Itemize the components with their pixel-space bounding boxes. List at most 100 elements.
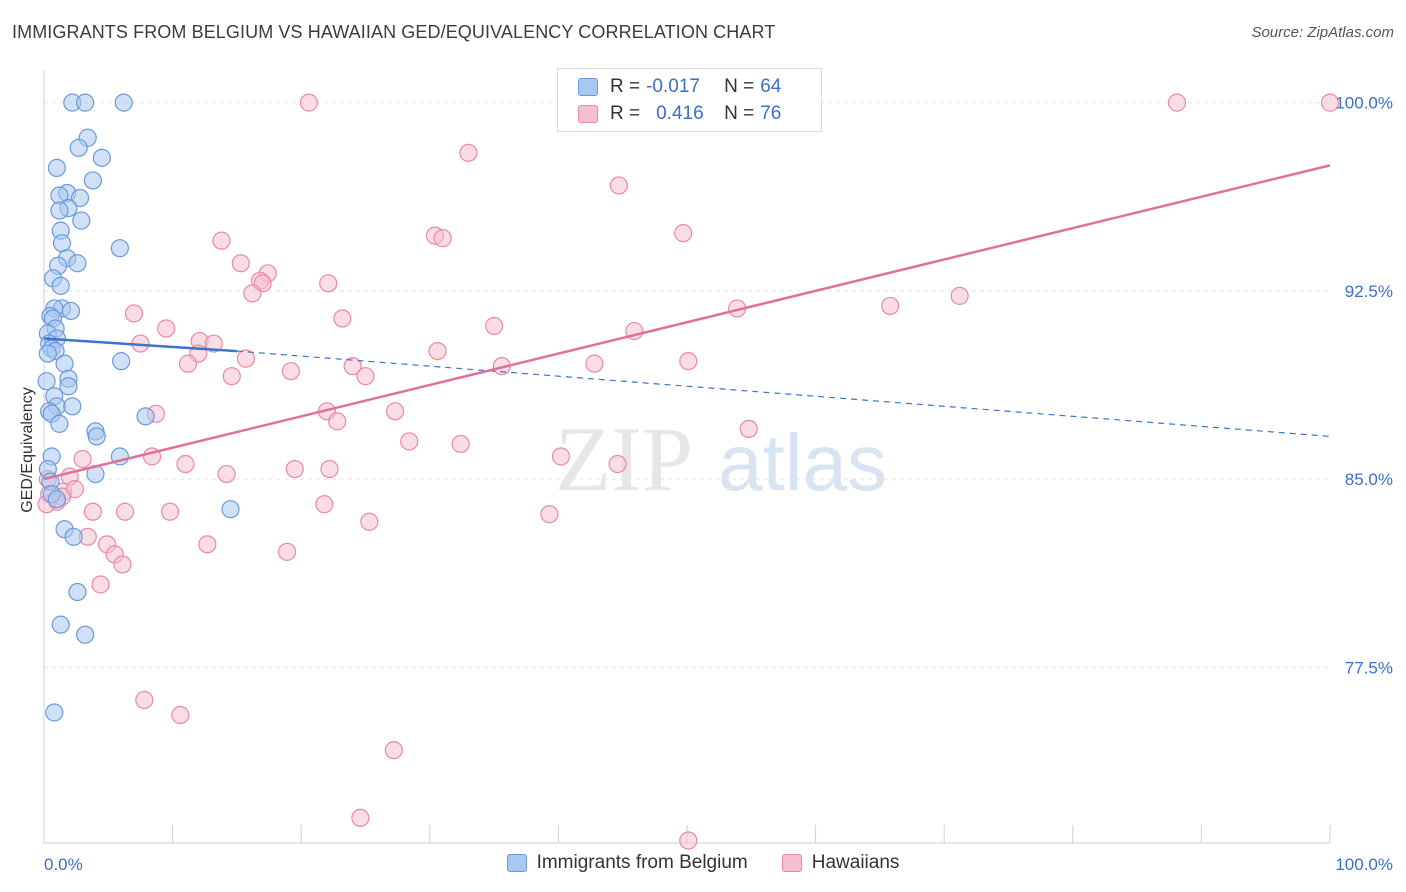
hawaiians-point [356,367,375,386]
legend-n-label: N = [724,76,755,97]
belgium-point [50,414,69,433]
belgium-point [38,344,57,363]
hawaiians-point [171,705,190,725]
hawaiians-point [351,808,370,828]
belgium-point [47,158,66,177]
tick-labels: 77.5% 85.0% 92.5% 100.0% 0.0% 100.0% [44,94,1393,874]
hawaiians-point [299,93,319,112]
hawaiians-point [217,464,236,484]
hawaiians-point [212,231,231,250]
legend-swatch-pink [781,854,802,872]
hawaiians-point [428,341,447,361]
belgium-point [64,527,83,546]
hawaiians-point [540,505,559,524]
legend-label-hawaiians: Hawaiians [811,852,900,873]
hawaiians-point [285,459,304,479]
hawaiians-point [674,224,693,243]
belgium-point [37,372,56,391]
legend-label-belgium: Immigrants from Belgium [536,852,748,873]
belgium-point [136,407,155,426]
legend-n-value: 76 [760,103,782,124]
belgium-point [68,254,87,273]
hawaiians-point [459,143,478,162]
hawaiians-point [608,454,627,474]
hawaiians-point [343,357,362,376]
legend-swatch-blue [578,78,598,96]
belgium-point [59,377,78,396]
hawaiians-point [281,362,301,381]
hawaiians-point [950,286,969,305]
watermark: ZIP atlas [555,408,887,510]
hawaiians-point [236,349,256,368]
belgium-point [68,582,87,602]
hawaiians-point [178,354,198,373]
legend-r-label: R = [610,76,641,97]
hawaiians-point [385,402,405,421]
hawaiians-point [73,449,92,469]
hawaiians-point [485,316,504,336]
legend-row-belgium: R = -0.017 N = 64 [578,75,781,99]
belgium-point [51,276,70,295]
hawaiians-point [198,535,217,554]
belgium-point [50,201,69,220]
hawaiians-point [1320,93,1340,112]
hawaiians-point [222,367,241,386]
belgium-point [55,354,74,373]
belgium-point [51,615,70,634]
belgium-points [37,93,240,722]
y-tick-label: 92.5% [1345,282,1393,301]
hawaiians-point [113,555,132,574]
hawaiians-point [1167,93,1187,112]
belgium-point [221,500,240,519]
belgium-point [76,625,95,644]
hawaiians-point [585,354,604,373]
belgium-point [47,490,66,509]
hawaiians-point [277,542,297,561]
belgium-point [87,427,106,446]
legend-r-label: R = [610,103,641,124]
belgium-point [110,239,129,258]
x-tick-label: 100.0% [1335,855,1393,874]
belgium-trend-dashed [236,350,1331,438]
hawaiians-point [679,352,698,371]
hawaiians-point [231,254,250,273]
legend-n-value: 64 [760,76,782,97]
legend-r-value: 0.416 [656,103,704,124]
source-label: Source: ZipAtlas.com [1251,24,1394,41]
x-tick-label: 0.0% [44,855,83,874]
hawaiians-point [333,309,352,328]
belgium-point [114,93,133,112]
hawaiians-point [135,690,154,710]
hawaiians-point [160,502,180,521]
hawaiians-point [360,512,379,531]
hawaiians-trend-line [43,164,1331,481]
hawaiians-point [384,741,403,760]
belgium-point [72,211,91,230]
hawaiians-point [91,575,110,594]
legend-r-value: -0.017 [646,76,700,97]
belgium-point [112,352,131,371]
belgium-point [63,397,82,416]
hawaiians-point [881,296,900,316]
y-tick-label: 85.0% [1345,470,1393,489]
belgium-point [69,138,88,157]
belgium-point [76,93,95,112]
belgium-point [92,148,111,167]
hawaiians-point [176,454,195,474]
chart-title: IMMIGRANTS FROM BELGIUM VS HAWAIIAN GED/… [12,22,776,42]
legend-swatch-blue [506,854,527,872]
hawaiians-point [319,274,338,293]
legend-row-hawaiians: R = 0.416 N = 76 [578,102,781,126]
hawaiians-point [609,176,628,195]
y-tick-label: 100.0% [1335,94,1393,113]
belgium-trend-line [43,337,237,353]
belgium-point [83,171,102,190]
stats-legend: R = -0.017 N = 64 R = 0.416 N = 76 [557,68,822,132]
hawaiians-point [243,284,262,303]
hawaiians-point [124,304,144,323]
hawaiians-point [433,229,452,248]
series-legend: Immigrants from Belgium Hawaiians [0,852,1406,874]
hawaiians-point [328,412,347,431]
hawaiians-point [451,434,470,454]
